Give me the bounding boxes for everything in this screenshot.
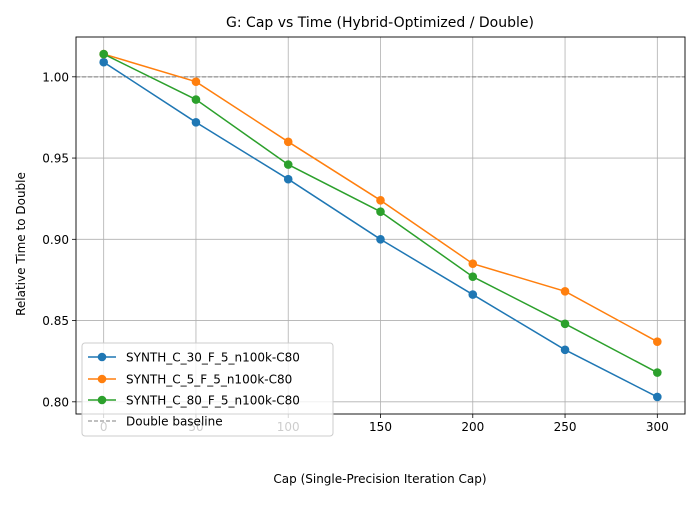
data-point-series-2 xyxy=(468,259,478,268)
y-axis-label: Relative Time to Double xyxy=(14,172,28,316)
data-point-series-2 xyxy=(283,137,293,147)
y-tick-label: 0.80 xyxy=(42,395,69,409)
data-point-series-2 xyxy=(653,337,662,346)
data-point-series-1 xyxy=(468,290,478,299)
y-tick-label: 0.90 xyxy=(42,233,69,247)
y-tick-label: 1.00 xyxy=(42,70,69,84)
data-point-series-3 xyxy=(191,95,201,104)
data-point-series-1 xyxy=(376,235,385,244)
data-point-series-3 xyxy=(376,207,385,216)
data-point-series-2 xyxy=(376,196,385,205)
data-point-series-1 xyxy=(99,57,108,67)
data-point-series-1 xyxy=(560,345,570,355)
legend-marker-series-3 xyxy=(97,395,107,405)
data-point-series-3 xyxy=(99,49,108,59)
series-layer xyxy=(99,49,662,402)
legend-label-baseline: Double baseline xyxy=(126,415,223,429)
legend: SYNTH_C_30_F_5_n100k-C80 SYNTH_C_5_F_5_n… xyxy=(81,342,334,437)
y-tick-label: 0.85 xyxy=(42,314,69,328)
data-point-series-3 xyxy=(468,272,478,281)
data-point-series-1 xyxy=(283,174,293,184)
x-tick-label: 300 xyxy=(646,420,669,434)
legend-marker-series-2 xyxy=(97,374,107,384)
data-point-series-1 xyxy=(191,118,201,127)
x-axis-label: Cap (Single-Precision Iteration Cap) xyxy=(273,472,486,486)
chart-title: G: Cap vs Time (Hybrid-Optimized / Doubl… xyxy=(226,15,534,31)
legend-box xyxy=(81,342,334,437)
data-point-series-3 xyxy=(283,160,293,169)
data-point-series-3 xyxy=(653,368,662,377)
data-point-series-2 xyxy=(560,287,570,296)
data-point-series-2 xyxy=(191,77,201,86)
x-tick-label: 150 xyxy=(369,420,392,434)
legend-label-series-1: SYNTH_C_30_F_5_n100k-C80 xyxy=(126,351,300,365)
data-point-series-3 xyxy=(560,319,570,329)
legend-label-series-2: SYNTH_C_5_F_5_n100k-C80 xyxy=(126,373,292,387)
legend-marker-series-1 xyxy=(97,352,107,362)
x-tick-label: 250 xyxy=(554,420,577,434)
data-point-series-1 xyxy=(653,392,662,402)
x-tick-label: 200 xyxy=(461,420,484,434)
legend-label-series-3: SYNTH_C_80_F_5_n100k-C80 xyxy=(126,394,300,408)
y-tick-label: 0.95 xyxy=(42,152,69,166)
